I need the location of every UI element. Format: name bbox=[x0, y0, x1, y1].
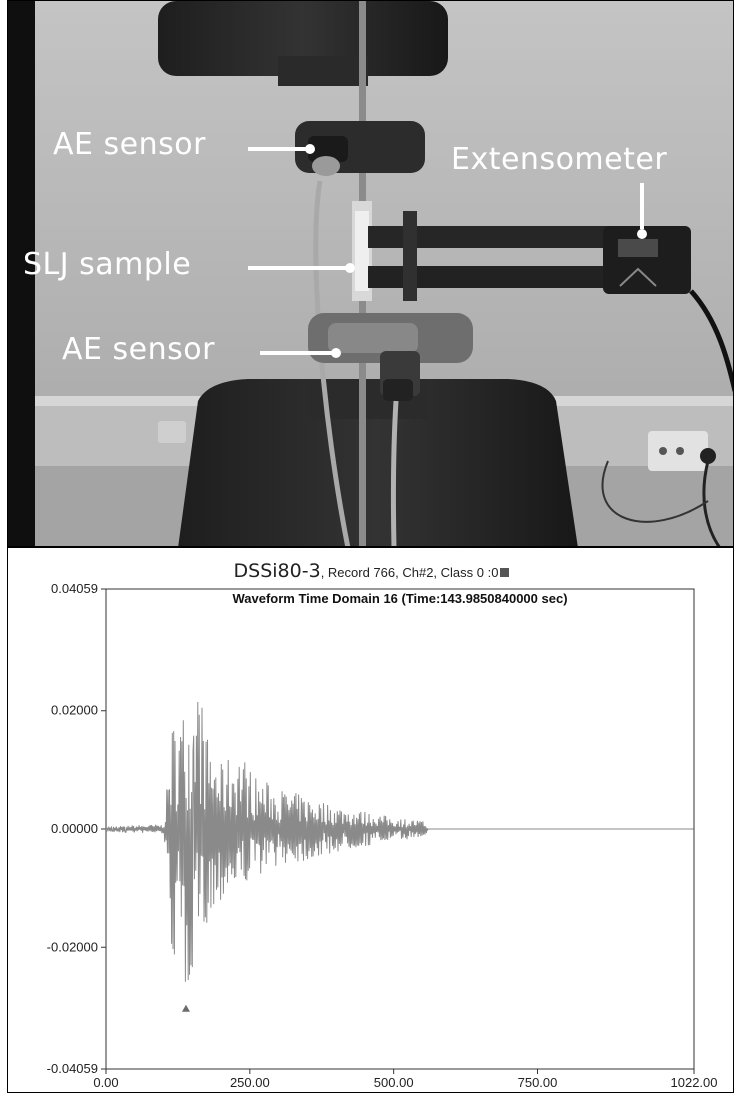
trigger-marker-icon bbox=[181, 1004, 190, 1012]
extensometer-label: Extensometer bbox=[451, 142, 668, 177]
slj-sample-label: SLJ sample bbox=[23, 247, 192, 282]
x-tick-label: 0.00 bbox=[93, 1075, 118, 1090]
waveform-title: Waveform Time Domain 16 (Time:143.985084… bbox=[232, 591, 568, 606]
chart-header: DSSi80-3, Record 766, Ch#2, Class 0 :0 bbox=[8, 560, 733, 582]
y-tick-label: -0.04059 bbox=[47, 1061, 98, 1076]
record-meta: , Record 766, Ch#2, Class 0 :0 bbox=[320, 565, 499, 580]
ae-sensor-bottom-label: AE sensor bbox=[62, 332, 215, 367]
sample-id: DSSi80-3 bbox=[233, 560, 321, 582]
waveform-plot: 0.04059 0.02000 0.00000 -0.02000 -0.04059 0.… bbox=[47, 581, 718, 1090]
x-tick-label: 1022.00 bbox=[671, 1075, 718, 1090]
setup-photograph bbox=[8, 1, 733, 546]
y-tick-label: 0.02000 bbox=[51, 703, 98, 718]
x-tick-label: 250.00 bbox=[230, 1075, 270, 1090]
waveform-chart-panel: DSSi80-3, Record 766, Ch#2, Class 0 :0 W… bbox=[7, 547, 734, 1093]
x-tick-label: 750.00 bbox=[518, 1075, 558, 1090]
y-tick-label: -0.02000 bbox=[47, 939, 98, 954]
y-tick-label: 0.00000 bbox=[51, 821, 98, 836]
class-color-swatch bbox=[500, 568, 510, 577]
x-tick-label: 500.00 bbox=[374, 1075, 414, 1090]
experimental-setup-photo: AE sensor Extensometer SLJ sample AE sen… bbox=[7, 0, 734, 547]
ae-sensor-top-label: AE sensor bbox=[53, 127, 206, 162]
y-tick-label: 0.04059 bbox=[51, 581, 98, 596]
waveform-series-line bbox=[105, 701, 694, 982]
